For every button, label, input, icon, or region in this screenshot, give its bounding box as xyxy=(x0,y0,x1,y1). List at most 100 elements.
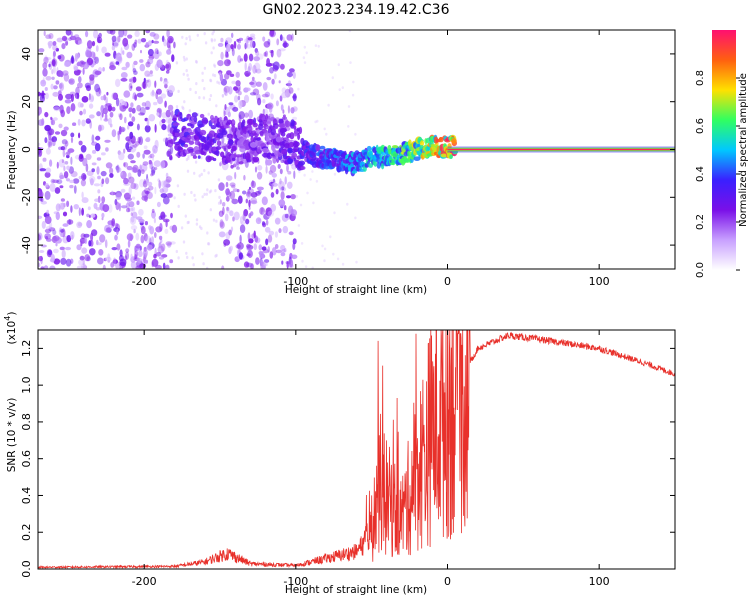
spectrogram-signal-blob xyxy=(289,132,295,140)
spectrogram-noise-blob xyxy=(134,39,138,45)
spectrogram-noise-blob xyxy=(146,78,152,88)
spectrogram-noise-blob xyxy=(139,59,144,63)
spectrogram-signal-blob xyxy=(235,154,243,158)
spectrogram-noise-blob xyxy=(128,186,132,196)
spectrogram-signal-blob xyxy=(227,145,231,150)
spectrogram-noise-blob xyxy=(298,170,301,174)
spectrogram-noise-blob xyxy=(66,154,70,159)
spectrogram-signal-blob xyxy=(188,149,194,154)
spectrogram-noise-blob xyxy=(288,258,294,268)
spectrogram-noise-blob xyxy=(242,190,247,195)
spectrogram-noise-blob xyxy=(182,72,185,76)
spectrogram-noise-blob xyxy=(40,266,45,269)
spectrogram-noise-blob xyxy=(143,149,151,155)
snr-x-ticks: -200 -100 0 100 xyxy=(132,330,610,588)
spectrogram-noise-blob xyxy=(70,56,75,64)
spectrogram-noise-blob xyxy=(341,262,345,266)
spectrogram-noise-blob xyxy=(82,157,88,167)
spectrogram-noise-blob xyxy=(207,112,210,116)
spectrogram-noise-blob xyxy=(166,49,172,55)
spectrogram-noise-blob xyxy=(201,78,204,83)
spectrogram-noise-blob xyxy=(44,92,49,100)
spectrogram-signal-blob xyxy=(300,166,306,170)
spectrogram-noise-blob xyxy=(170,212,173,219)
spectrogram-noise-blob xyxy=(224,213,229,222)
spectrogram-signal-blob xyxy=(259,120,264,127)
spectrogram-noise-blob xyxy=(232,216,235,222)
spectrogram-signal-blob xyxy=(231,145,237,152)
spectrogram-noise-blob xyxy=(210,51,213,55)
spectrogram-noise-blob xyxy=(146,73,154,77)
spectrogram-noise-blob xyxy=(122,50,125,55)
colorbar-fill xyxy=(712,30,736,270)
spectrogram-noise-blob xyxy=(115,78,121,88)
spectrogram-noise-blob xyxy=(155,91,158,100)
spectrogram-noise-blob xyxy=(183,192,186,196)
spectrogram-noise-blob xyxy=(202,96,206,100)
spectrogram-noise-blob xyxy=(140,38,147,43)
spectrogram-noise-blob xyxy=(265,207,273,217)
spectrogram-noise-blob xyxy=(312,201,315,205)
spectrogram-noise-blob xyxy=(144,79,150,83)
spectrogram-noise-blob xyxy=(136,123,140,131)
spectrogram-noise-blob xyxy=(274,217,281,225)
spectrogram-signal-blob xyxy=(179,147,184,153)
spectrogram-noise-blob xyxy=(76,69,82,74)
spectrogram-noise-blob xyxy=(247,232,251,241)
spectrogram-noise-blob xyxy=(153,160,161,168)
spectrogram-noise-blob xyxy=(126,233,134,241)
spectrogram-noise-blob xyxy=(231,48,235,57)
spectrogram-noise-blob xyxy=(333,172,337,176)
spectrogram-noise-blob xyxy=(101,178,105,185)
spectrogram-noise-blob xyxy=(281,186,285,191)
spectrogram-noise-blob xyxy=(229,73,235,78)
spectrogram-noise-blob xyxy=(123,177,129,185)
spectrogram-noise-blob xyxy=(144,70,151,77)
spectrogram-noise-blob xyxy=(56,179,63,185)
spectrogram-noise-blob xyxy=(137,169,142,177)
spectrogram-noise-blob xyxy=(286,72,293,78)
spectrogram-noise-blob xyxy=(276,38,280,46)
spectrogram-noise-blob xyxy=(70,258,74,264)
spectrogram-noise-blob xyxy=(130,212,133,217)
spectrogram-noise-blob xyxy=(246,253,251,257)
spectrogram-signal-blob xyxy=(368,151,373,155)
spectrogram-noise-blob xyxy=(306,191,309,195)
spectrogram-noise-blob xyxy=(198,174,201,178)
spectrogram-signal-blob xyxy=(231,120,236,124)
spectrogram-noise-blob xyxy=(101,46,107,54)
spectrogram-noise-blob xyxy=(137,136,141,144)
spectrogram-noise-blob xyxy=(225,37,233,44)
spectrogram-noise-blob xyxy=(195,218,199,222)
spectrogram-noise-blob xyxy=(183,100,186,104)
spectrogram-noise-blob xyxy=(145,136,151,143)
spectrogram-noise-blob xyxy=(239,234,242,244)
spectrogram-noise-blob xyxy=(215,104,218,108)
spectrogram-noise-blob xyxy=(144,125,151,133)
spectrogram-noise-blob xyxy=(81,247,88,254)
colorbar: 0.0 0.2 0.4 0.6 0.8 Normalized spectral ampl… xyxy=(695,30,749,278)
spectrogram-noise-blob xyxy=(51,58,58,67)
spectrogram-noise-blob xyxy=(269,30,275,37)
spectrogram-signal-blob xyxy=(216,140,222,147)
spectrogram-noise-blob xyxy=(275,100,279,107)
spectrogram-noise-blob xyxy=(59,246,65,250)
spectrogram-noise-blob xyxy=(91,134,95,143)
spectrogram-noise-blob xyxy=(255,217,262,225)
spectrogram-noise-blob xyxy=(354,216,357,220)
spectrogram-noise-blob xyxy=(84,254,90,262)
spectrogram-noise-blob xyxy=(81,173,87,181)
spectrogram-noise-blob xyxy=(56,161,59,169)
spectrogram-noise-blob xyxy=(255,50,260,57)
spectrogram-noise-blob xyxy=(41,220,46,229)
spectrogram-noise-blob xyxy=(209,79,213,83)
spectrogram-noise-blob xyxy=(228,246,232,255)
spectrogram-noise-blob xyxy=(235,88,239,94)
spectrogram-noise-blob xyxy=(275,188,279,195)
spectrogram-noise-blob xyxy=(254,166,258,173)
spectrogram-noise-blob xyxy=(219,219,224,228)
spectrogram-noise-blob xyxy=(109,111,114,118)
spectrogram-signal-blob xyxy=(238,161,244,165)
spectrogram-noise-blob xyxy=(52,41,57,46)
spectrogram-noise-blob xyxy=(267,210,275,217)
